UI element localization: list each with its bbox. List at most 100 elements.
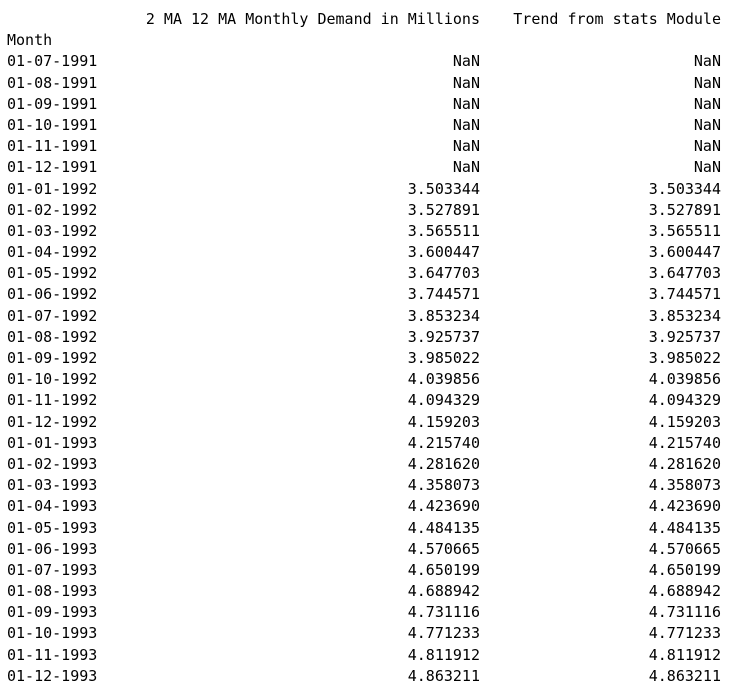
- table-row: 01-03-1992 3.565511 3.565511: [7, 221, 721, 242]
- month-cell: 01-12-1991: [7, 158, 98, 177]
- table-row: 01-11-1992 4.094329 4.094329: [7, 390, 721, 411]
- month-cell: 01-03-1992: [7, 221, 98, 240]
- month-cell: 01-05-1993: [7, 518, 98, 537]
- ma-value-cell: NaN: [452, 137, 480, 156]
- trend-value-cell: 4.094329: [648, 391, 721, 410]
- ma-value-cell: NaN: [452, 94, 480, 113]
- ma-value-cell: 3.985022: [407, 349, 480, 367]
- month-cell: 01-05-1992: [7, 264, 98, 283]
- ma-value-cell: 3.503344: [407, 179, 480, 198]
- ma-value-cell: 3.527891: [407, 200, 480, 219]
- table-row: 01-08-1993 4.688942 4.688942: [7, 581, 721, 602]
- ma-value-cell: 4.484135: [407, 518, 480, 537]
- trend-value-cell: 4.281620: [648, 454, 721, 473]
- ma-value-cell: 4.358073: [407, 476, 480, 495]
- month-cell: 01-07-1992: [7, 306, 98, 325]
- trend-value-cell: 4.863211: [648, 666, 721, 685]
- trend-value-cell: 4.570665: [648, 539, 721, 558]
- month-cell: 01-01-1992: [7, 179, 98, 198]
- month-cell: 01-12-1993: [7, 666, 98, 685]
- month-cell: 01-11-1993: [7, 645, 98, 664]
- table-row: 01-04-1992 3.600447 3.600447: [7, 242, 721, 263]
- table-row: 01-05-1993 4.484135 4.484135: [7, 518, 721, 539]
- trend-value-cell: 4.688942: [648, 582, 721, 601]
- table-row: 01-04-1993 4.423690 4.423690: [7, 496, 721, 517]
- ma-value-cell: 4.094329: [407, 391, 480, 410]
- index-name: Month: [7, 31, 53, 50]
- trend-value-cell: NaN: [693, 73, 721, 92]
- ma-value-cell: 4.688942: [407, 582, 480, 601]
- month-cell: 01-07-1991: [7, 52, 98, 71]
- ma-value-cell: 4.811912: [407, 645, 480, 664]
- month-cell: 01-11-1991: [7, 137, 98, 156]
- trend-value-cell: 4.215740: [648, 433, 721, 452]
- month-cell: 01-10-1991: [7, 115, 98, 134]
- month-cell: 01-04-1992: [7, 243, 98, 262]
- ma-value-cell: 4.159203: [407, 412, 480, 431]
- table-row: 01-08-1991 NaN NaN: [7, 73, 721, 94]
- month-cell: 01-08-1991: [7, 73, 98, 92]
- month-cell: 01-11-1992: [7, 391, 98, 410]
- trend-value-cell: 3.600447: [648, 243, 721, 262]
- ma-value-cell: 3.925737: [407, 327, 480, 346]
- table-row: 01-07-1991 NaN NaN: [7, 51, 721, 72]
- month-cell: 01-08-1992: [7, 327, 98, 346]
- month-cell: 01-03-1993: [7, 476, 98, 495]
- ma-value-cell: 4.863211: [407, 666, 480, 685]
- table-row: 01-05-1992 3.647703 3.647703: [7, 263, 721, 284]
- ma-value-cell: 4.423690: [407, 497, 480, 516]
- trend-value-cell: NaN: [693, 94, 721, 113]
- table-row: 01-06-1993 4.570665 4.570665: [7, 539, 721, 560]
- ma-value-cell: 3.853234: [407, 306, 480, 325]
- trend-value-cell: 4.731116: [648, 603, 721, 622]
- trend-value-cell: 3.527891: [648, 200, 721, 219]
- index-name-row: Month: [7, 30, 721, 51]
- month-cell: 01-09-1993: [7, 603, 98, 622]
- trend-value-cell: 3.503344: [648, 179, 721, 198]
- table-row: 01-09-1992 3.985022 3.985022: [7, 348, 721, 369]
- column-header-row: 2 MA 12 MA Monthly Demand in Millions Tr…: [7, 9, 721, 30]
- ma-value-cell: 4.039856: [407, 370, 480, 389]
- month-cell: 01-06-1992: [7, 285, 98, 304]
- table-row: 01-01-1993 4.215740 4.215740: [7, 433, 721, 454]
- trend-value-cell: NaN: [693, 158, 721, 177]
- month-cell: 01-08-1993: [7, 582, 98, 601]
- ma-value-cell: 4.215740: [407, 433, 480, 452]
- month-cell: 01-02-1993: [7, 454, 98, 473]
- trend-value-cell: 4.484135: [648, 518, 721, 537]
- month-cell: 01-06-1993: [7, 539, 98, 558]
- table-row: 01-11-1993 4.811912 4.811912: [7, 645, 721, 666]
- ma-value-cell: 4.281620: [407, 454, 480, 473]
- table-row: 01-11-1991 NaN NaN: [7, 136, 721, 157]
- ma-value-cell: 3.565511: [407, 221, 480, 240]
- ma-value-cell: NaN: [452, 158, 480, 177]
- month-cell: 01-10-1992: [7, 370, 98, 389]
- dataframe-output: 2 MA 12 MA Monthly Demand in Millions Tr…: [7, 9, 721, 687]
- month-cell: 01-01-1993: [7, 433, 98, 452]
- table-row: 01-10-1992 4.039856 4.039856: [7, 369, 721, 390]
- month-cell: 01-12-1992: [7, 412, 98, 431]
- trend-value-cell: 4.039856: [648, 370, 721, 389]
- month-cell: 01-10-1993: [7, 624, 98, 643]
- trend-value-cell: 3.647703: [648, 264, 721, 283]
- ma-value-cell: 4.650199: [407, 560, 480, 579]
- trend-value-cell: 4.358073: [648, 476, 721, 495]
- table-row: 01-09-1993 4.731116 4.731116: [7, 602, 721, 623]
- trend-value-cell: 3.985022: [648, 349, 721, 367]
- table-row: 01-02-1993 4.281620 4.281620: [7, 454, 721, 475]
- table-row: 01-06-1992 3.744571 3.744571: [7, 284, 721, 305]
- ma-value-cell: NaN: [452, 52, 480, 71]
- trend-value-cell: 4.650199: [648, 560, 721, 579]
- table-row: 01-03-1993 4.358073 4.358073: [7, 475, 721, 496]
- ma-column-header: 2 MA 12 MA Monthly Demand in Millions: [145, 10, 480, 28]
- table-row: 01-07-1993 4.650199 4.650199: [7, 560, 721, 581]
- trend-value-cell: 4.159203: [648, 412, 721, 431]
- trend-value-cell: 3.853234: [648, 306, 721, 325]
- month-cell: 01-09-1992: [7, 349, 98, 367]
- table-body: 01-07-1991 NaN NaN 01-08-1991 NaN NaN 01-09-19…: [7, 51, 721, 687]
- table-row: 01-09-1991 NaN NaN: [7, 94, 721, 115]
- ma-value-cell: 3.647703: [407, 264, 480, 283]
- ma-value-cell: 4.771233: [407, 624, 480, 643]
- trend-value-cell: 4.423690: [648, 497, 721, 516]
- ma-value-cell: 4.570665: [407, 539, 480, 558]
